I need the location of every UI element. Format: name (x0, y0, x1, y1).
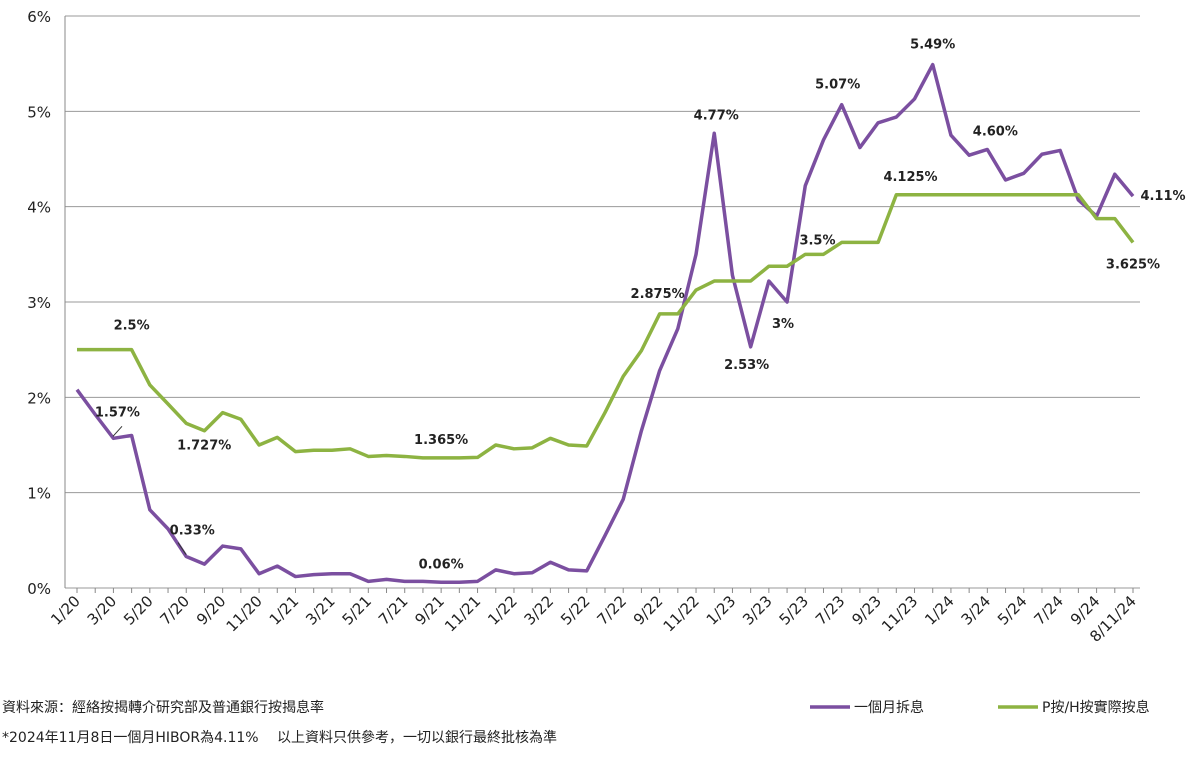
series-line (77, 193, 1135, 460)
footnote: *2024年11月8日一個月HIBOR為4.11% 以上資料只供參考，一切以銀行… (2, 730, 557, 746)
y-tick-label: 0% (27, 580, 51, 598)
x-tick-label: 1/24 (921, 592, 958, 629)
leader (112, 425, 123, 437)
series-line (75, 62, 1135, 585)
value-label: 2.5% (114, 319, 150, 334)
value-label: 4.125% (883, 170, 937, 185)
x-tick-label: 5/23 (776, 592, 813, 629)
x-tick-label: 5/20 (120, 592, 157, 629)
value-label: 3% (772, 317, 794, 332)
value-label: 3.5% (799, 233, 835, 248)
value-label: 1.57% (95, 405, 140, 420)
x-tick-label: 5/24 (994, 592, 1031, 629)
value-label: 1.365% (414, 433, 468, 448)
value-label: 5.49% (910, 38, 955, 53)
legend-label: 一個月拆息 (854, 699, 924, 716)
x-tick-label: 3/20 (84, 592, 121, 629)
x-tick-label: 1/23 (703, 592, 740, 629)
x-tick-label: 3/23 (739, 592, 776, 629)
y-tick-label: 6% (27, 8, 51, 26)
y-tick-label: 2% (27, 389, 51, 407)
y-tick-label: 3% (27, 294, 51, 312)
x-tick-label: 7/23 (812, 592, 849, 629)
x-tick-label: 7/24 (1030, 592, 1067, 629)
value-label: 2.875% (631, 287, 685, 302)
x-tick-label: 3/24 (958, 592, 995, 629)
value-label: 0.33% (170, 524, 215, 539)
value-label: 2.53% (724, 358, 769, 373)
leader (177, 542, 187, 555)
x-tick-label: 5/22 (557, 592, 594, 629)
x-tick-label: 11/22 (660, 592, 703, 635)
x-tick-label: 11/23 (878, 592, 921, 635)
x-tick-label: 7/21 (375, 592, 412, 629)
x-tick-label: 3/21 (302, 592, 339, 629)
x-tick-label: 7/22 (593, 592, 630, 629)
y-tick-label: 5% (27, 103, 51, 121)
value-label: 5.07% (815, 78, 860, 93)
x-tick-label: 7/20 (157, 592, 194, 629)
value-label: 4.77% (694, 108, 739, 123)
x-tick-label: 1/21 (266, 592, 303, 629)
x-tick-label: 11/21 (441, 592, 484, 635)
x-tick-label: 3/22 (521, 592, 558, 629)
x-tick-label: 1/20 (47, 592, 84, 629)
y-tick-label: 1% (27, 485, 51, 503)
value-label: 3.625% (1106, 257, 1160, 272)
value-label: 0.06% (419, 557, 464, 572)
x-tick-label: 11/20 (223, 592, 266, 635)
value-label: 4.60% (973, 124, 1018, 139)
legend-label: P按/H按實際按息 (1042, 699, 1150, 716)
x-tick-label: 5/21 (339, 592, 376, 629)
y-tick-label: 4% (27, 199, 51, 217)
value-label: 4.11% (1140, 189, 1185, 204)
x-tick-label: 1/22 (484, 592, 521, 629)
value-label: 1.727% (177, 438, 231, 453)
source-note: 資料來源：經絡按揭轉介研究部及普通銀行按揭息率 (2, 699, 324, 716)
